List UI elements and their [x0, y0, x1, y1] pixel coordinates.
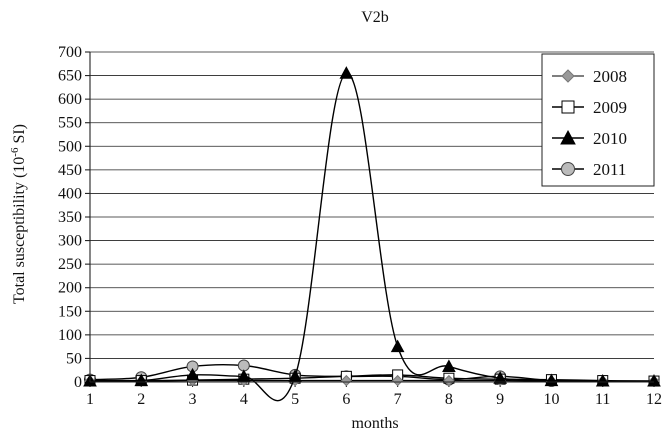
y-tick-label: 0	[74, 374, 82, 391]
legend-marker-2011	[561, 162, 575, 176]
y-tick-label: 700	[58, 44, 82, 61]
x-axis-ticks: 1 2 3 4 5 6 7 8 9 10 11 12	[86, 382, 662, 408]
data-point-2008	[391, 374, 404, 387]
series-group	[83, 66, 661, 402]
x-tick-label: 12	[646, 391, 662, 408]
legend-marker-2010	[560, 129, 576, 145]
y-tick-label: 150	[58, 303, 82, 320]
x-tick-label: 6	[342, 391, 350, 408]
y-tick-label: 100	[58, 327, 82, 344]
y-tick-label: 400	[58, 185, 82, 202]
data-point-2010	[544, 373, 559, 387]
x-tick-label: 3	[189, 391, 197, 408]
x-tick-label: 11	[595, 391, 610, 408]
x-tick-label: 10	[543, 391, 559, 408]
legend-label-2011: 2011	[593, 160, 626, 179]
y-tick-label: 500	[58, 138, 82, 155]
x-tick-label: 1	[86, 391, 94, 408]
data-point-2010	[339, 66, 354, 79]
legend-label-2008: 2008	[593, 67, 627, 86]
data-point-2010	[390, 339, 405, 353]
x-axis-label: months	[351, 415, 398, 432]
y-tick-label: 50	[66, 350, 82, 367]
y-tick-label: 550	[58, 115, 82, 132]
y-tick-label: 600	[58, 91, 82, 108]
data-point-2010	[442, 359, 456, 372]
data-point-2008	[443, 374, 455, 387]
data-point-2010	[288, 369, 302, 382]
data-point-2010	[493, 371, 508, 384]
x-tick-label: 2	[137, 391, 145, 408]
x-tick-label: 8	[445, 391, 453, 408]
data-point-2008	[340, 374, 353, 387]
x-tick-label: 7	[394, 391, 402, 408]
series-line-2011	[89, 363, 552, 382]
x-tick-label: 4	[240, 391, 248, 408]
legend-label-2010: 2010	[593, 129, 627, 148]
chart-title: V2b	[361, 9, 389, 26]
y-axis-label-tail: SI)	[11, 124, 28, 148]
legend-marker-2009	[561, 100, 575, 114]
y-tick-label: 200	[58, 280, 82, 297]
series-2010	[83, 66, 661, 402]
legend: 2008 2009 2010 2011	[541, 53, 655, 187]
x-tick-label: 5	[291, 391, 299, 408]
legend-marker-2008	[561, 69, 575, 83]
series-2011	[84, 359, 558, 388]
y-axis-label-main: Total susceptibility (10	[11, 157, 28, 304]
y-tick-label: 300	[58, 233, 82, 250]
data-point-2010	[185, 367, 200, 381]
data-point-2010	[134, 373, 149, 387]
data-point-2010	[647, 374, 661, 387]
series-line-2010	[89, 72, 655, 402]
data-point-2010	[236, 369, 251, 382]
y-tick-label: 250	[58, 256, 82, 273]
y-tick-label: 650	[58, 68, 82, 85]
legend-label-2009: 2009	[593, 98, 627, 117]
data-point-2010	[595, 374, 610, 387]
y-axis-label-superscript: -6	[9, 147, 21, 157]
series-2009	[84, 369, 660, 387]
y-tick-label: 350	[58, 209, 82, 226]
x-tick-label: 9	[496, 391, 504, 408]
y-axis-ticks: 0 50 100 150 200 250 300 350 400 450 500 550 600 650 7…	[58, 44, 90, 391]
y-axis-label: Total susceptibility (10-6 SI)	[9, 124, 28, 304]
y-tick-label: 450	[58, 162, 82, 179]
